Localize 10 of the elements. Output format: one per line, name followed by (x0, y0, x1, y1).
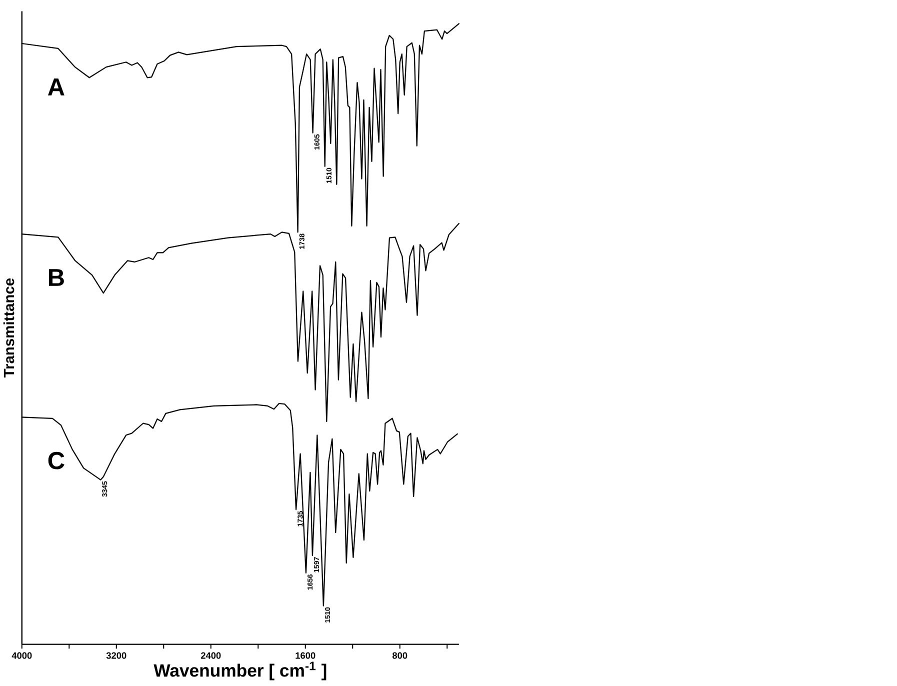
y-axis-title: Transmittance (3, 278, 14, 378)
x-tick-label: 1600 (296, 652, 316, 659)
x-tick-label: 3200 (106, 652, 126, 659)
series-label: B (48, 268, 64, 286)
x-axis-title: Wavenumber [ cm$^{-1}$ ] (154, 662, 326, 680)
series-label: A (48, 78, 64, 96)
x-tick-label: 2400 (200, 652, 221, 659)
series-label: C (48, 452, 64, 470)
x-tick-label: 800 (392, 652, 408, 659)
x-tick-label: 4000 (12, 652, 32, 659)
